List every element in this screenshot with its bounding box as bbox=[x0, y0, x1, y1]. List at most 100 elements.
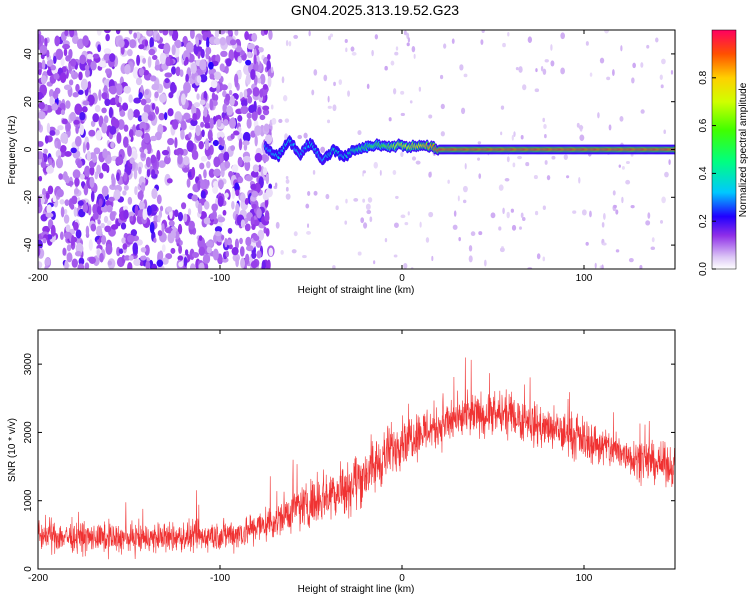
noise-cell bbox=[320, 146, 326, 153]
noise-cell bbox=[143, 132, 151, 144]
noise-cell bbox=[75, 229, 82, 239]
noise-cell bbox=[43, 148, 48, 155]
noise-cell bbox=[527, 36, 533, 44]
noise-cell bbox=[285, 186, 289, 192]
noise-cell bbox=[544, 160, 548, 165]
noise-cell bbox=[140, 152, 146, 158]
noise-cell bbox=[55, 48, 64, 60]
noise-cell bbox=[228, 49, 235, 62]
noise-cell bbox=[534, 88, 540, 93]
noise-cell bbox=[50, 224, 56, 237]
noise-cell bbox=[625, 160, 630, 165]
noise-cell bbox=[150, 135, 158, 142]
noise-cell bbox=[143, 148, 148, 155]
noise-cell bbox=[141, 112, 149, 123]
noise-cell bbox=[57, 139, 61, 150]
noise-cell bbox=[70, 203, 75, 210]
noise-cell bbox=[231, 247, 239, 256]
noise-cell bbox=[261, 154, 268, 162]
noise-cell bbox=[217, 179, 224, 190]
noise-cell bbox=[128, 30, 133, 35]
noise-cell bbox=[135, 239, 143, 246]
y-tick-label: 0 bbox=[23, 146, 34, 152]
noise-cell bbox=[228, 89, 233, 96]
noise-cell bbox=[197, 180, 201, 191]
noise-cell bbox=[328, 35, 332, 41]
noise-cell bbox=[123, 171, 128, 182]
noise-cell bbox=[262, 84, 268, 90]
noise-cell bbox=[218, 136, 223, 146]
noise-cell bbox=[255, 61, 259, 72]
noise-cell bbox=[64, 260, 69, 269]
noise-cell bbox=[149, 36, 155, 49]
noise-cell bbox=[178, 244, 183, 254]
noise-cell bbox=[280, 250, 284, 255]
noise-cell bbox=[101, 185, 109, 197]
noise-cell bbox=[191, 166, 196, 179]
noise-cell bbox=[38, 33, 42, 45]
noise-cell bbox=[58, 173, 63, 180]
noise-cell bbox=[198, 140, 204, 150]
noise-cell bbox=[244, 253, 250, 265]
noise-cell bbox=[103, 215, 109, 223]
noise-cell bbox=[136, 54, 141, 66]
noise-cell bbox=[240, 219, 246, 228]
noise-cell bbox=[395, 195, 399, 199]
noise-cell bbox=[305, 203, 310, 209]
noise-cell bbox=[80, 181, 86, 188]
noise-cell bbox=[86, 141, 90, 151]
noise-cell bbox=[327, 95, 330, 103]
noise-cell bbox=[156, 259, 164, 267]
noise-cell bbox=[452, 224, 458, 230]
noise-cell bbox=[210, 79, 218, 89]
noise-cell bbox=[73, 206, 78, 217]
noise-cell bbox=[49, 130, 56, 136]
noise-cell bbox=[220, 84, 228, 91]
noise-cell bbox=[200, 48, 205, 59]
noise-cell bbox=[222, 103, 227, 114]
noise-cell bbox=[188, 132, 192, 139]
noise-cell bbox=[542, 256, 546, 262]
noise-cell bbox=[68, 79, 74, 86]
noise-cell bbox=[144, 39, 148, 47]
noise-cell bbox=[388, 117, 392, 122]
noise-cell bbox=[216, 119, 222, 128]
noise-cell bbox=[599, 57, 605, 64]
noise-cell bbox=[123, 85, 132, 94]
noise-cell bbox=[613, 204, 617, 209]
noise-cell bbox=[174, 137, 178, 149]
noise-cell bbox=[362, 170, 366, 174]
noise-cell bbox=[513, 131, 516, 138]
noise-cell bbox=[73, 221, 79, 231]
noise-cell bbox=[132, 242, 138, 255]
noise-cell bbox=[201, 129, 205, 138]
y-tick-label: 3000 bbox=[23, 353, 34, 376]
noise-cell bbox=[101, 235, 107, 245]
noise-cell bbox=[525, 162, 530, 167]
noise-cell bbox=[38, 111, 46, 120]
noise-cell bbox=[270, 104, 274, 110]
noise-cell bbox=[48, 158, 53, 166]
noise-cell bbox=[244, 159, 251, 172]
y-tick-label: -20 bbox=[23, 190, 34, 205]
noise-cell bbox=[628, 258, 634, 263]
noise-cell bbox=[213, 156, 221, 168]
snr-x-ticks: -200 -100 0 100 bbox=[28, 330, 593, 584]
noise-cell bbox=[46, 234, 53, 240]
noise-cell bbox=[77, 89, 84, 95]
noise-cell bbox=[224, 192, 229, 199]
noise-cell bbox=[134, 185, 138, 196]
noise-cell bbox=[297, 134, 303, 140]
noise-cell bbox=[550, 44, 553, 51]
noise-cell bbox=[97, 219, 101, 225]
noise-cell bbox=[271, 117, 277, 125]
noise-cell bbox=[137, 190, 144, 200]
noise-cell bbox=[156, 194, 162, 205]
noise-cell bbox=[502, 207, 505, 215]
noise-cell bbox=[190, 62, 197, 74]
noise-cell bbox=[221, 112, 226, 119]
noise-cell bbox=[93, 147, 101, 155]
noise-cell bbox=[225, 93, 231, 102]
noise-cell bbox=[612, 69, 615, 77]
noise-cell bbox=[357, 251, 362, 256]
